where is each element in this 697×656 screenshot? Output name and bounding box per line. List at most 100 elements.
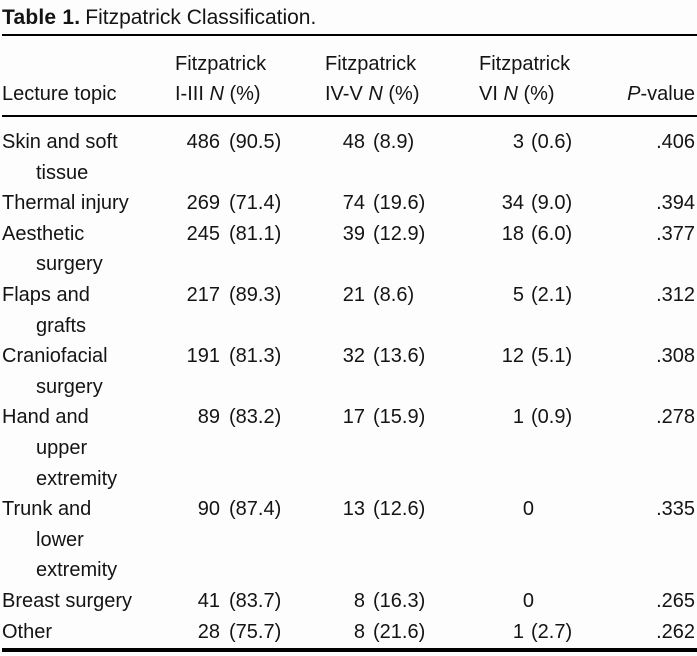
table-bottom-rule [2, 648, 697, 653]
percent-value: (6.0) [531, 222, 573, 245]
table-title-text: Fitzpatrick Classification. [85, 6, 317, 29]
p-value-cell: .265 [656, 589, 695, 612]
p-value-cell: .278 [656, 406, 695, 429]
count-value: 8 [353, 589, 365, 612]
count-value: 12 [501, 345, 524, 368]
topic-line: surgery [36, 253, 103, 276]
count-value: 5 [512, 283, 524, 306]
percent-value: (13.6) [373, 345, 426, 368]
header-line-1: Fitzpatrick [175, 53, 267, 75]
fitzpatrick-1-3-cell: 41 (83.7) [172, 586, 322, 617]
percent-value: (81.1) [229, 222, 282, 245]
percent-value: (5.1) [531, 345, 573, 368]
fitzpatrick-4-5-cell: 48 (8.9) [322, 127, 474, 188]
count-value: 48 [342, 131, 365, 153]
fitzpatrick-6-cell: 1 (0.9) [474, 402, 602, 494]
fitzpatrick-6-cell: 12 (5.1) [474, 341, 602, 402]
italic-P: P [627, 83, 641, 105]
italic-N: N [368, 83, 383, 105]
lecture-topic-cell: Flaps and grafts [2, 280, 172, 341]
lecture-topic-cell: Aesthetic surgery [2, 219, 172, 280]
table-row-skin-and-soft-tissue: Skin and soft tissue 486 (90.5) 48 (8.9) 3… [2, 127, 697, 188]
count-value: 39 [342, 222, 365, 245]
percent-value: (16.3) [373, 589, 426, 612]
p-value-cell: .262 [656, 620, 695, 643]
fitzpatrick-1-3-cell: 217 (89.3) [172, 280, 322, 341]
fitzpatrick-1-3-cell: 90 (87.4) [172, 494, 322, 586]
header-line-1: Fitzpatrick [325, 53, 417, 75]
topic-line: extremity [36, 559, 118, 582]
topic-line: Other [2, 620, 53, 643]
percent-value: (19.6) [373, 192, 426, 215]
table-header-rule [2, 115, 697, 117]
percent-value: (9.0) [531, 192, 573, 215]
table-row-hand-and-upper-extremity: Hand and upper extremity 89 (83.2) 17 (15.… [2, 402, 697, 494]
percent-value: (83.2) [229, 406, 282, 429]
fitzpatrick-6-cell: 1 (2.7) [474, 617, 602, 648]
fitzpatrick-1-3-cell: 28 (75.7) [172, 617, 322, 648]
count-value: 0 [522, 589, 534, 612]
count-value: 191 [186, 345, 220, 368]
lecture-topic-cell: Craniofacial surgery [2, 341, 172, 402]
header-line-2: VI N (%) [479, 83, 555, 105]
percent-value: (12.9) [373, 222, 426, 245]
count-value: 90 [197, 498, 220, 521]
fitzpatrick-1-3-cell: 245 (81.1) [172, 219, 322, 280]
table-header-row: Lecture topic Fitzpatrick I-III N (%) Fi… [2, 36, 697, 115]
fitzpatrick-4-5-cell: 8 (21.6) [322, 617, 474, 648]
lecture-topic-cell: Breast surgery [2, 586, 172, 617]
table-top-rule [2, 34, 697, 36]
header-line-1: Fitzpatrick [479, 53, 571, 75]
p-value-cell: .394 [656, 192, 695, 215]
col-header-fitzpatrick-1-3: Fitzpatrick I-III N (%) [172, 49, 322, 109]
table-row-aesthetic-surgery: Aesthetic surgery 245 (81.1) 39 (12.9) 18 (… [2, 219, 697, 280]
col-header-lecture-topic: Lecture topic [2, 83, 117, 105]
table-row-craniofacial-surgery: Craniofacial surgery 191 (81.3) 32 (13.6) … [2, 341, 697, 402]
topic-line: Trunk and [2, 498, 92, 521]
table-row-other: Other 28 (75.7) 8 (21.6) 1 (2.7) .262 [2, 617, 697, 648]
p-value-cell: .377 [656, 222, 695, 245]
fitzpatrick-6-cell: 0 [474, 494, 602, 586]
p-value-cell: .308 [656, 345, 695, 368]
topic-line: extremity [36, 467, 118, 490]
col-header-fitzpatrick-6: Fitzpatrick VI N (%) [474, 49, 602, 109]
percent-value: (87.4) [229, 498, 282, 521]
table-row-trunk-and-lower-extremity: Trunk and lower extremity 90 (87.4) 13 (12… [2, 494, 697, 586]
fitzpatrick-1-3-cell: 89 (83.2) [172, 402, 322, 494]
topic-line: Breast surgery [2, 589, 133, 612]
table-row-thermal-injury: Thermal injury 269 (71.4) 74 (19.6) 34 (9.0… [2, 188, 697, 219]
table-title: Table 1. Fitzpatrick Classification. [2, 0, 697, 34]
count-value: 1 [512, 620, 524, 643]
fitzpatrick-6-cell: 0 [474, 586, 602, 617]
lecture-topic-cell: Thermal injury [2, 188, 172, 219]
fitzpatrick-4-5-cell: 32 (13.6) [322, 341, 474, 402]
italic-N: N [503, 83, 518, 105]
count-value: 486 [186, 131, 220, 153]
count-value: 17 [342, 406, 365, 429]
topic-line: tissue [36, 161, 89, 184]
percent-value: (81.3) [229, 345, 282, 368]
count-value: 89 [197, 406, 220, 429]
lecture-topic-cell: Hand and upper extremity [2, 402, 172, 494]
table-row-flaps-and-grafts: Flaps and grafts 217 (89.3) 21 (8.6) 5 (2.1… [2, 280, 697, 341]
count-value: 0 [522, 498, 534, 521]
count-value: 41 [197, 589, 220, 612]
topic-line: Hand and [2, 406, 89, 429]
count-value: 74 [342, 192, 365, 215]
fitzpatrick-4-5-cell: 13 (12.6) [322, 494, 474, 586]
percent-value: (8.6) [373, 283, 415, 306]
topic-line: Skin and soft [2, 131, 118, 153]
fitzpatrick-4-5-cell: 17 (15.9) [322, 402, 474, 494]
count-value: 269 [186, 192, 220, 215]
fitzpatrick-4-5-cell: 21 (8.6) [322, 280, 474, 341]
count-value: 245 [186, 222, 220, 245]
count-value: 3 [512, 131, 524, 153]
lecture-topic-cell: Trunk and lower extremity [2, 494, 172, 586]
table-row-breast-surgery: Breast surgery 41 (83.7) 8 (16.3) 0 .265 [2, 586, 697, 617]
topic-line: lower [36, 528, 84, 551]
fitzpatrick-6-cell: 34 (9.0) [474, 188, 602, 219]
fitzpatrick-1-3-cell: 191 (81.3) [172, 341, 322, 402]
percent-value: (71.4) [229, 192, 282, 215]
fitzpatrick-1-3-cell: 486 (90.5) [172, 127, 322, 188]
topic-line: grafts [36, 314, 87, 337]
